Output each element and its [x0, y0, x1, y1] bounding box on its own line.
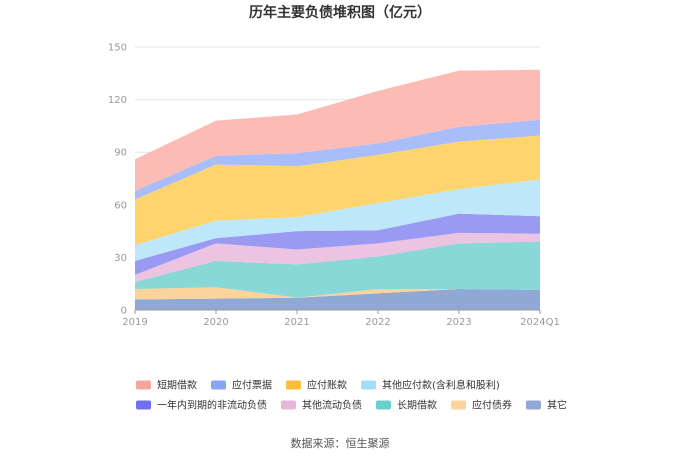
legend-label: 其它 [547, 399, 567, 412]
legend-swatch [136, 380, 151, 390]
legend-item: 长期借款 [376, 399, 437, 412]
legend-swatch [136, 400, 151, 410]
legend-item: 其他流动负债 [281, 399, 362, 412]
legend-item: 应付票据 [211, 379, 272, 392]
legend-swatch [361, 380, 376, 390]
area-series-6 [135, 135, 540, 246]
area-series-2 [135, 241, 540, 298]
data-source-note: 数据来源：恒生聚源 [291, 436, 390, 450]
legend-item: 应付债券 [451, 399, 512, 412]
legend-item: 应付账款 [286, 379, 347, 392]
legend-label: 应付账款 [307, 379, 347, 392]
legend-label: 一年内到期的非流动负债 [157, 399, 267, 412]
x-tick-label: 2019 [122, 317, 147, 328]
legend-item: 一年内到期的非流动负债 [136, 399, 267, 412]
legend-label: 长期借款 [397, 399, 437, 412]
legend-swatch [281, 400, 296, 410]
x-tick-label: 2024Q1 [520, 317, 560, 328]
legend-item: 其它 [526, 399, 567, 412]
y-tick-label: 60 [114, 200, 127, 211]
legend-swatch [451, 400, 466, 410]
x-tick-label: 2021 [284, 317, 309, 328]
area-series-4 [135, 213, 540, 275]
legend-label: 短期借款 [157, 379, 197, 392]
x-tick-label: 2020 [203, 317, 228, 328]
chart-title: 历年主要负债堆积图（亿元） [249, 4, 431, 21]
area-series-8 [135, 69, 540, 191]
area-series-5 [135, 179, 540, 261]
legend-label: 其他流动负债 [302, 399, 362, 412]
area-series-0 [135, 288, 540, 310]
legend-swatch [376, 400, 391, 410]
y-tick-label: 90 [114, 148, 127, 159]
legend-item: 短期借款 [136, 379, 197, 392]
y-tick-label: 150 [108, 43, 127, 54]
legend-item: 其他应付款(含利息和股利) [361, 379, 500, 392]
area-series-group [135, 69, 540, 310]
legend-swatch [286, 380, 301, 390]
legend-label: 应付票据 [232, 379, 272, 392]
y-tick-label: 0 [121, 306, 127, 317]
y-tick-label: 120 [108, 95, 127, 106]
x-tick-label: 2022 [365, 317, 390, 328]
y-tick-label: 30 [114, 253, 127, 264]
legend-label: 应付债券 [472, 399, 512, 412]
area-series-7 [135, 119, 540, 200]
x-tick-label: 2023 [446, 317, 471, 328]
legend-swatch [211, 380, 226, 390]
legend-swatch [526, 400, 541, 410]
area-series-3 [135, 232, 540, 282]
legend-label: 其他应付款(含利息和股利) [382, 379, 500, 392]
axes: 0 30 60 90 120 150 2019 2020 2021 2022 2023 2024Q1 [108, 43, 560, 329]
legend: 短期借款 应付票据 应付账款 其他应付款(含利息和股利) 一年内到期的非流动负债 其他流动… [136, 379, 567, 412]
